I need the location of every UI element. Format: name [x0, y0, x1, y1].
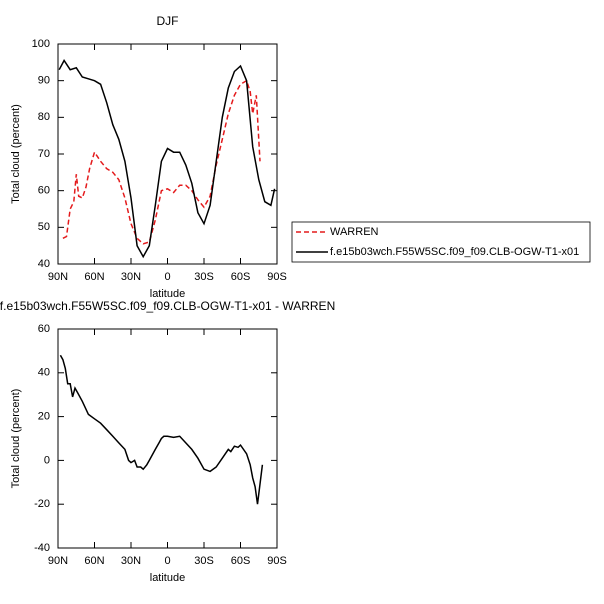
x-tick-label: 90S — [267, 555, 287, 567]
legend-frame — [291, 221, 591, 263]
chart-title: DJF — [157, 14, 179, 28]
x-tick-label: 90S — [267, 271, 287, 283]
x-tick-label: 0 — [164, 271, 170, 283]
y-axis-label: Total cloud (percent) — [10, 104, 22, 204]
x-tick-label: 30N — [121, 555, 141, 567]
legend-label: f.e15b03wch.F55W5SC.f09_f09.CLB-OGW-T1-x… — [330, 246, 579, 258]
legend-label: WARREN — [330, 226, 379, 238]
y-tick-label: 40 — [38, 258, 50, 270]
y-tick-label: 60 — [38, 323, 50, 335]
y-tick-label: 60 — [38, 185, 50, 197]
x-tick-label: 60N — [84, 271, 104, 283]
x-tick-label: 30S — [194, 555, 214, 567]
y-tick-label: 0 — [44, 454, 50, 466]
y-tick-label: 20 — [38, 411, 50, 423]
data-line — [59, 354, 264, 505]
data-line — [62, 79, 261, 245]
plot-frame — [57, 328, 278, 549]
y-tick-label: 50 — [38, 221, 50, 233]
chart-title: f.e15b03wch.F55W5SC.f09_f09.CLB-OGW-T1-x… — [0, 299, 335, 313]
y-axis-label: Total cloud (percent) — [10, 389, 22, 489]
x-tick-label: 90N — [48, 555, 68, 567]
x-tick-label: 60N — [84, 555, 104, 567]
y-tick-label: 90 — [38, 75, 50, 87]
y-tick-label: 100 — [32, 38, 50, 50]
x-tick-label: 90N — [48, 271, 68, 283]
plot-frame — [57, 43, 278, 265]
data-line — [58, 59, 276, 259]
x-tick-label: 60S — [231, 555, 251, 567]
y-tick-label: 70 — [38, 148, 50, 160]
x-tick-label: 30N — [121, 271, 141, 283]
x-tick-label: 30S — [194, 271, 214, 283]
y-tick-label: 40 — [38, 367, 50, 379]
x-axis-label: latitude — [150, 288, 185, 300]
y-tick-label: -40 — [34, 542, 50, 554]
y-tick-label: 80 — [38, 111, 50, 123]
x-tick-label: 60S — [231, 271, 251, 283]
y-tick-label: -20 — [34, 498, 50, 510]
x-tick-label: 0 — [164, 555, 170, 567]
x-axis-label: latitude — [150, 572, 185, 584]
